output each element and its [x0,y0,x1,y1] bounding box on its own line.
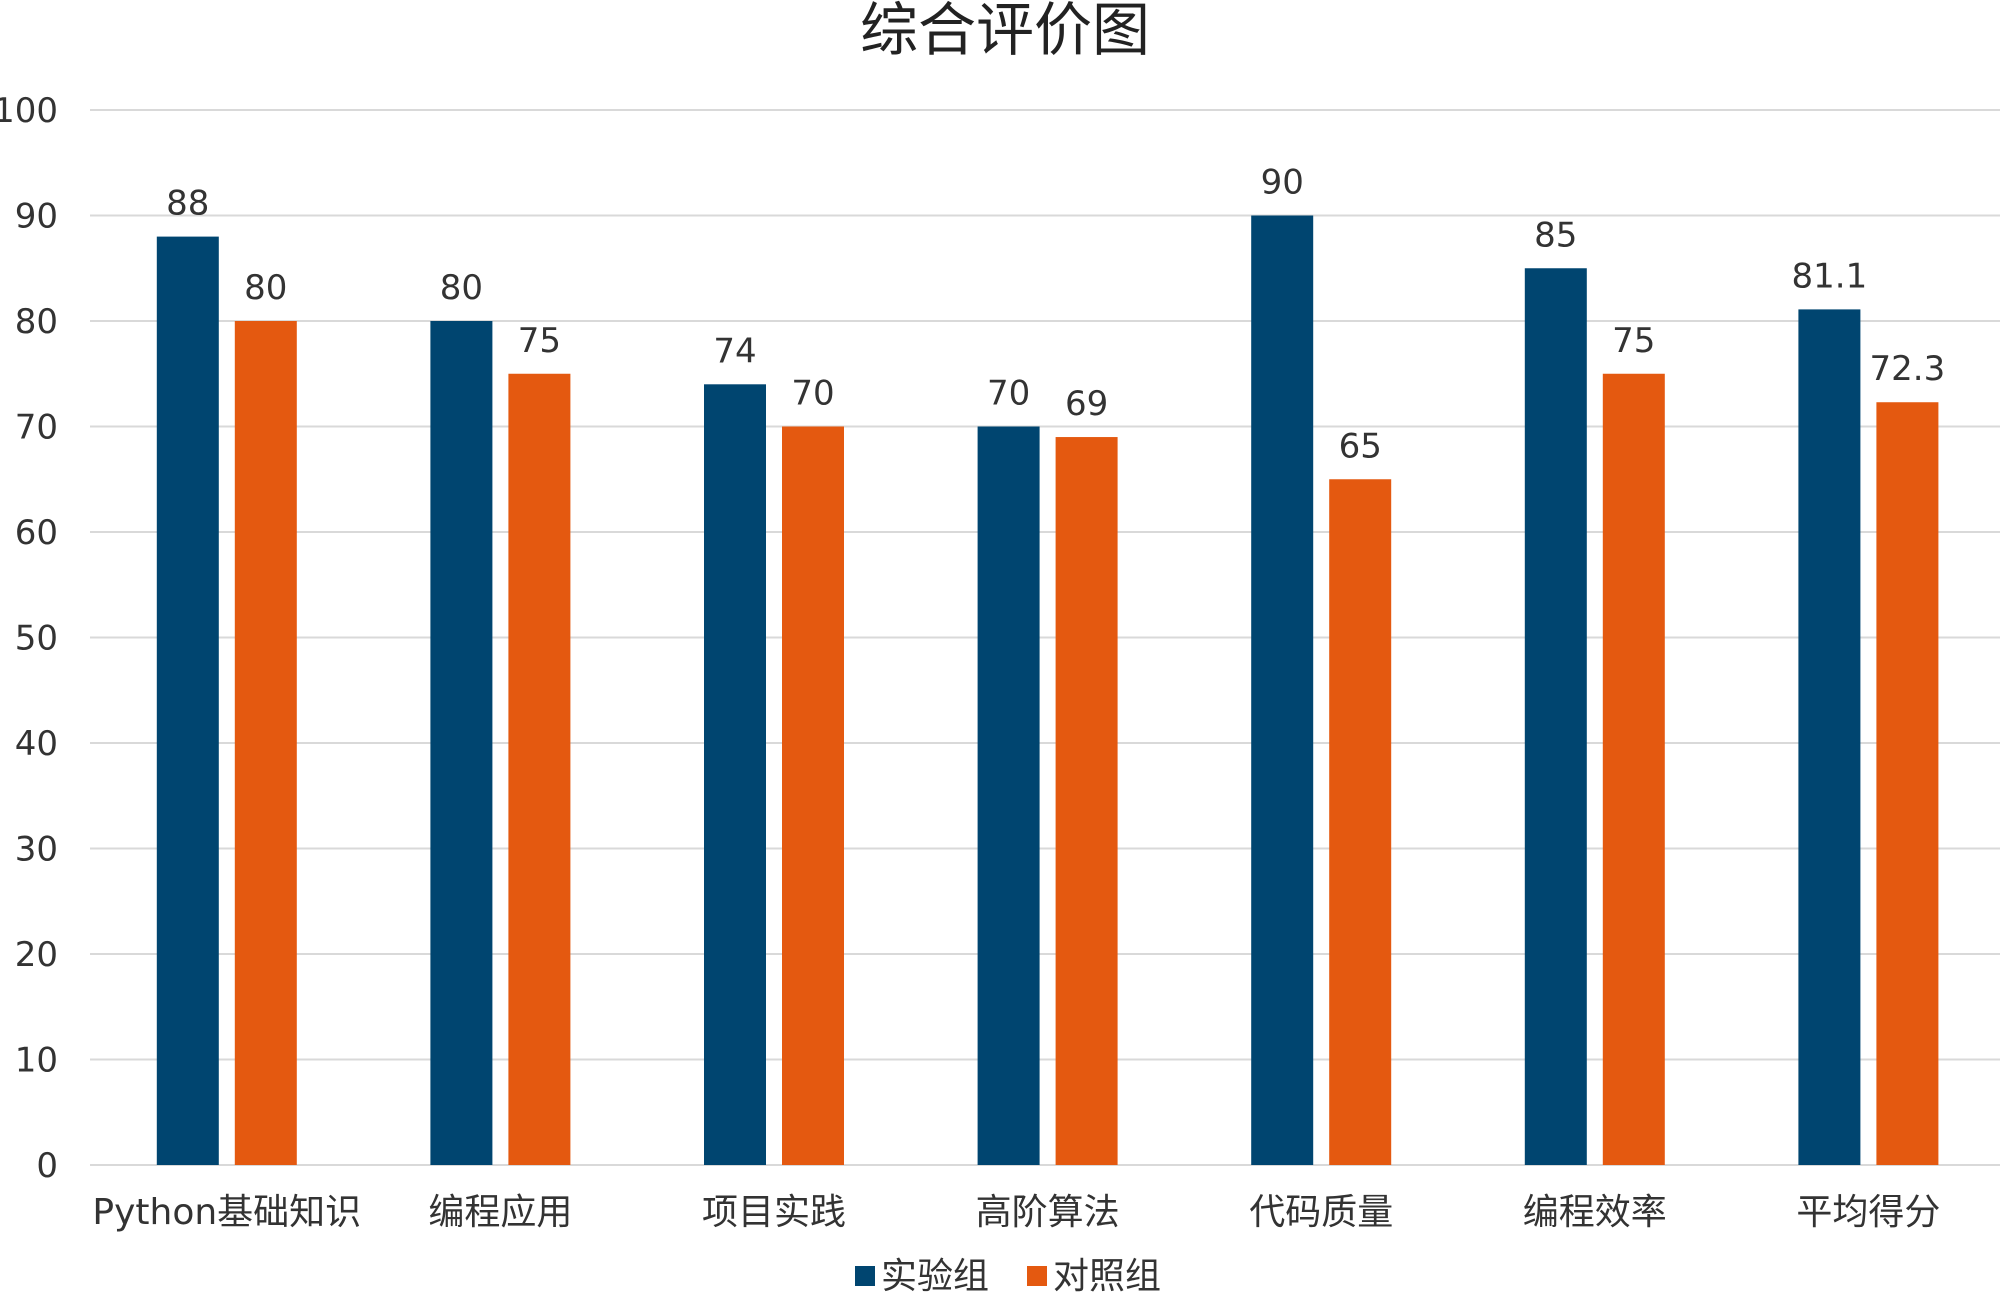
bar-series1-4 [1251,215,1314,1165]
data-label: 70 [987,374,1030,414]
data-label: 75 [1612,321,1655,361]
bar-series1-5 [1524,268,1587,1165]
bar-series1-1 [430,321,493,1165]
data-label: 90 [1261,163,1304,203]
data-label: 80 [440,268,483,308]
data-label: 88 [166,184,209,224]
x-axis-tick-labels: Python基础知识 编程应用 项目实践 高阶算法 代码质量 编程效率 平均得分 [92,1192,1940,1233]
x-tick-label: 项目实践 [702,1192,846,1233]
bar-series2-6 [1876,402,1939,1165]
data-label: 85 [1534,215,1577,255]
x-tick-label: 高阶算法 [976,1192,1120,1233]
data-label: 72.3 [1870,349,1946,389]
y-tick-label: 70 [15,408,58,448]
bar-series2-3 [1055,437,1118,1165]
bar-series2-4 [1329,479,1392,1165]
bar-series1-6 [1798,309,1861,1165]
chart-title: 综合评价图 [860,0,1150,64]
y-tick-label: 60 [15,513,58,553]
bar-series2-5 [1602,373,1665,1165]
x-tick-label: 平均得分 [1796,1192,1940,1233]
y-tick-label: 20 [15,935,58,975]
x-tick-label: 代码质量 [1249,1192,1393,1233]
legend-swatch [855,1266,875,1286]
data-label: 70 [791,374,834,414]
legend-label: 对照组 [1053,1256,1161,1297]
y-tick-label: 40 [15,724,58,764]
x-tick-label: Python基础知识 [92,1192,361,1233]
data-label: 74 [713,331,756,371]
legend-swatch [1027,1266,1047,1286]
bar-series2-1 [508,373,571,1165]
y-tick-label: 100 [0,91,58,131]
legend-label: 实验组 [881,1256,989,1297]
y-tick-label: 30 [15,830,58,870]
data-label: 80 [244,268,287,308]
x-tick-label: 编程效率 [1523,1192,1667,1233]
gridlines [90,109,2000,1166]
bar-series1-2 [704,384,766,1165]
data-label: 65 [1339,426,1382,466]
bar-series1-3 [977,426,1040,1165]
bars [156,215,1939,1166]
data-label: 81.1 [1792,256,1868,296]
y-tick-label: 0 [36,1146,58,1186]
data-label: 69 [1065,384,1108,424]
y-tick-label: 10 [15,1041,58,1081]
y-tick-label: 80 [15,302,58,342]
y-tick-label: 90 [15,197,58,237]
x-tick-label: 编程应用 [428,1192,572,1233]
legend: 实验组 对照组 [855,1256,1161,1297]
data-label: 75 [518,321,561,361]
bar-series2-2 [782,426,844,1165]
bar-series2-0 [234,321,297,1165]
y-axis-tick-labels: 0 10 20 30 40 50 60 70 80 90 100 [0,91,58,1186]
bar-series1-0 [156,236,219,1166]
y-tick-label: 50 [15,619,58,659]
data-labels: 88 80 80 75 74 70 70 69 90 65 85 75 81.1 72.3 [166,163,1945,467]
